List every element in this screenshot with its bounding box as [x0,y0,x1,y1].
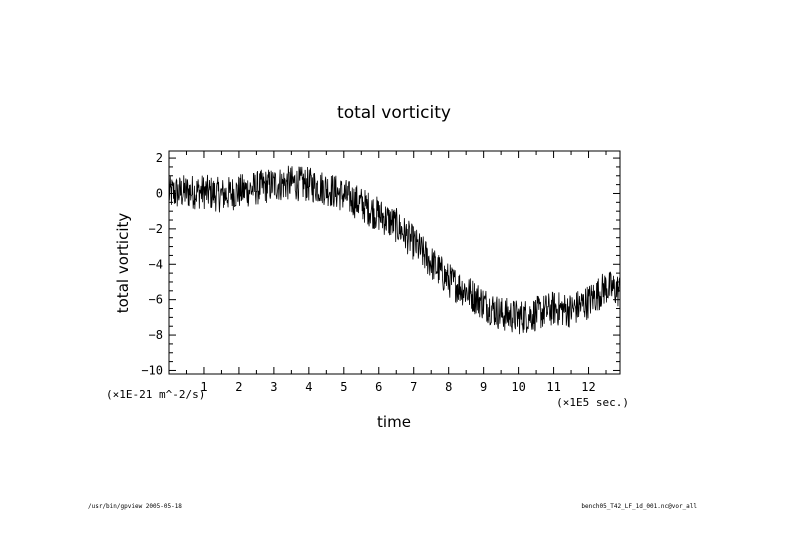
x-tick-label: 7 [410,380,417,394]
y-tick-label: 2 [156,151,163,165]
series-line [168,165,621,335]
y-tick-label: −8 [149,328,163,342]
x-tick-label: 9 [480,380,487,394]
x-tick-label: 8 [445,380,452,394]
plot-frame [168,150,621,375]
y-tick-label: −6 [149,293,163,307]
x-tick-label: 4 [305,380,312,394]
x-unit-label: (×1E5 sec.) [556,396,629,409]
x-tick-label: 6 [375,380,382,394]
y-tick-label: −10 [141,363,163,377]
chart-title: total vorticity [337,103,451,123]
x-tick-label: 5 [340,380,347,394]
x-axis-label: time [377,413,411,431]
footer-right-text: bench05_T42_LF_1d_001.nc@vor_all [581,503,697,510]
x-tick-label: 11 [546,380,560,394]
y-unit-label: (×1E-21 m^-2/s) [106,388,205,401]
x-tick-label: 10 [511,380,525,394]
y-tick-label: −4 [149,257,163,271]
footer-left-text: /usr/bin/gpview 2005-05-18 [88,503,182,510]
x-tick-label: 2 [235,380,242,394]
x-tick-label: 12 [581,380,595,394]
series-layer [168,165,621,335]
x-tick-label: 3 [270,380,277,394]
y-tick-label: 0 [156,186,163,200]
y-tick-label: −2 [149,222,163,236]
y-axis-label: total vorticity [114,213,132,314]
x-tick-label: 1 [200,380,207,394]
